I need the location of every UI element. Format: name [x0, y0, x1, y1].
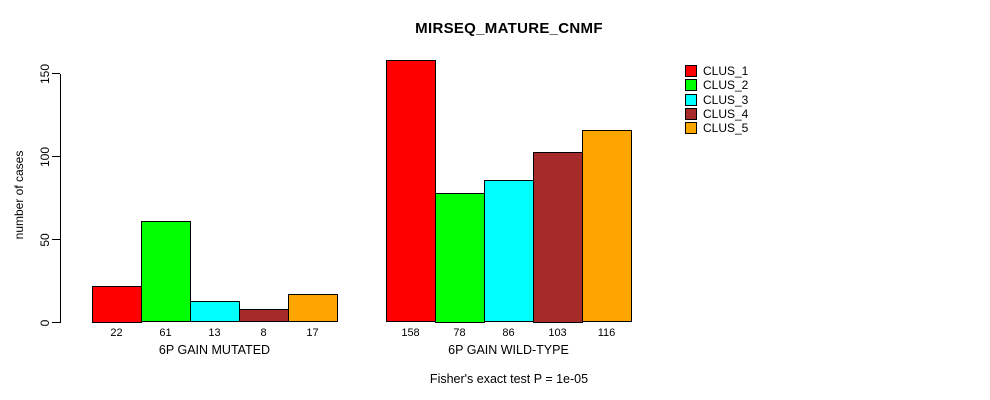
- legend-item: CLUS_4: [685, 106, 749, 121]
- y-tick: [52, 239, 60, 240]
- bar: [582, 129, 632, 323]
- bar-value-label: 86: [502, 327, 515, 339]
- legend-label: CLUS_3: [703, 92, 749, 107]
- bar: [484, 179, 534, 323]
- legend-label: CLUS_4: [703, 106, 749, 121]
- legend-item: CLUS_2: [685, 78, 749, 93]
- bar: [386, 60, 436, 323]
- bar: [92, 286, 142, 323]
- bar-value-label: 8: [260, 327, 267, 339]
- legend-swatch: [685, 65, 697, 77]
- bar-value-label: 116: [597, 327, 616, 339]
- y-tick: [52, 322, 60, 323]
- bar-value-label: 22: [110, 327, 123, 339]
- bar-value-label: 78: [453, 327, 466, 339]
- legend-swatch: [685, 79, 697, 92]
- y-tick-label: 50: [38, 232, 52, 247]
- legend-swatch: [685, 107, 697, 120]
- y-axis-label: number of cases: [12, 150, 26, 240]
- bar-value-label: 13: [208, 327, 221, 339]
- legend-swatch: [685, 122, 697, 135]
- bar-value-label: 61: [159, 327, 172, 339]
- legend-swatch: [685, 93, 697, 106]
- legend-label: CLUS_2: [703, 78, 749, 93]
- y-tick: [52, 73, 60, 74]
- legend-item: CLUS_1: [685, 65, 748, 77]
- legend-item: CLUS_5: [685, 121, 749, 136]
- y-tick-label: 0: [38, 319, 52, 326]
- legend-label: CLUS_1: [703, 64, 749, 78]
- bar: [288, 294, 338, 323]
- bar-value-label: 103: [548, 327, 567, 339]
- bar-value-label: 158: [401, 327, 420, 339]
- legend-item: CLUS_3: [685, 92, 749, 107]
- x-axis-group-label: 6P GAIN MUTATED: [158, 343, 271, 357]
- y-tick-label: 150: [38, 63, 52, 84]
- bar-value-label: 17: [306, 327, 319, 339]
- legend-label: CLUS_5: [703, 121, 749, 136]
- bar: [190, 300, 240, 323]
- y-tick-label: 100: [38, 146, 52, 167]
- bar: [239, 309, 289, 323]
- bar: [533, 151, 583, 323]
- x-axis-group-label: 6P GAIN WILD-TYPE: [448, 343, 569, 357]
- y-axis-line: [60, 73, 61, 323]
- y-tick: [52, 156, 60, 157]
- legend: CLUS_1 CLUS_2 CLUS_3 CLUS_4 CLUS_5: [685, 65, 748, 136]
- chart-title: MIRSEQ_MATURE_CNMF: [415, 20, 603, 37]
- bar: [435, 193, 485, 323]
- bar: [141, 221, 191, 323]
- fisher-test-note: Fisher's exact test P = 1e-05: [429, 372, 589, 386]
